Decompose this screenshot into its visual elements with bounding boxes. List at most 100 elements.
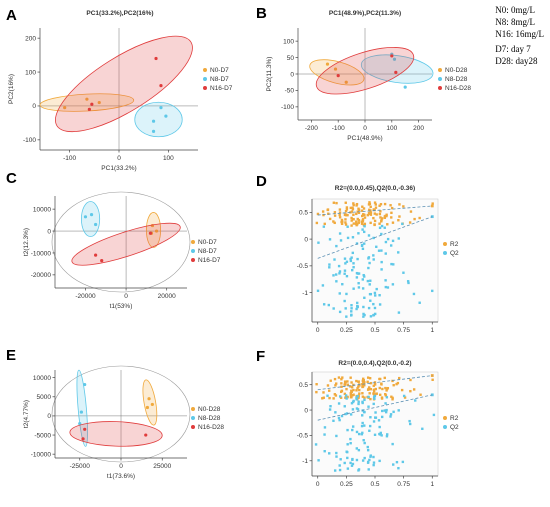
permutation-point <box>349 413 353 416</box>
permutation-point <box>374 294 377 297</box>
data-point <box>144 433 148 437</box>
permutation-point <box>357 402 360 406</box>
permutation-point <box>333 211 337 214</box>
legend-label: N8-D28 <box>445 76 468 83</box>
permutation-point <box>338 208 342 211</box>
confidence-ellipse <box>360 54 434 84</box>
permutation-point <box>340 414 344 418</box>
permutation-point <box>346 428 349 432</box>
permutation-point <box>351 408 355 411</box>
y-tick-label: -100 <box>23 137 36 144</box>
permutation-point <box>368 392 371 395</box>
y-tick-label: -20000 <box>31 272 52 279</box>
permutation-point <box>377 249 381 252</box>
data-point <box>151 119 156 123</box>
data-point <box>336 74 340 78</box>
y-tick-label: -50 <box>285 88 295 95</box>
confidence-ellipse <box>134 101 183 138</box>
permutation-point <box>372 420 376 423</box>
y-tick-label: 100 <box>25 69 36 76</box>
y-tick-label: 0 <box>304 407 308 414</box>
permutation-point <box>343 269 347 272</box>
permutation-point <box>358 388 361 392</box>
permutation-point <box>338 395 342 398</box>
x-tick-label: 20000 <box>158 293 176 300</box>
permutation-point <box>332 307 335 310</box>
permutation-point <box>368 386 371 389</box>
permutation-point <box>322 225 326 228</box>
permutation-point <box>385 408 388 412</box>
permutation-point <box>349 461 352 465</box>
y-tick-label: 200 <box>25 35 36 42</box>
permutation-point <box>355 396 358 399</box>
permutation-point <box>333 377 337 381</box>
abbreviation-note: N0: 0mg/L N8: 8mg/L N16: 16mg/L D7: day … <box>495 4 544 67</box>
legend-label: N8-D7 <box>210 76 229 83</box>
permutation-point <box>363 213 366 217</box>
permutation-point <box>327 212 330 215</box>
permutation-point <box>369 209 372 212</box>
permutation-point <box>357 448 361 452</box>
data-point <box>147 397 151 401</box>
permutation-point <box>345 206 349 209</box>
x-axis-label: PC1(48.9%) <box>347 135 382 142</box>
permutation-point <box>373 201 377 204</box>
x-tick-label: 0.75 <box>397 481 410 488</box>
permutation-point <box>344 412 347 416</box>
legend-marker <box>443 242 447 246</box>
y-tick-label: -10000 <box>31 250 52 257</box>
permutation-point <box>344 218 347 221</box>
permutation-point <box>333 214 337 217</box>
permutation-point <box>349 257 352 261</box>
data-point <box>151 129 156 133</box>
y-axis-label: PC2(16%) <box>8 74 15 104</box>
permutation-point <box>344 396 347 399</box>
permutation-point <box>346 456 349 460</box>
permutation-point <box>316 212 320 216</box>
permutation-point <box>408 419 411 423</box>
trend-line <box>317 205 433 216</box>
permutation-point <box>390 211 393 215</box>
data-point <box>100 259 104 263</box>
permutation-point <box>352 393 355 396</box>
legend-label: N16-D7 <box>198 257 221 264</box>
series-n0-d7 <box>145 212 161 248</box>
permutation-point <box>356 387 359 390</box>
data-point <box>83 215 88 219</box>
permutation-point <box>363 441 366 445</box>
permutation-point <box>344 307 347 310</box>
permutation-point <box>335 434 338 438</box>
legend-marker <box>191 416 195 420</box>
permutation-point <box>366 445 369 449</box>
legend-marker <box>438 86 442 90</box>
legend-marker <box>203 68 207 72</box>
permutation-point <box>333 393 337 396</box>
permutation-point <box>338 211 342 214</box>
permutation-point <box>418 301 421 304</box>
trend-line <box>317 375 433 391</box>
permutation-point <box>339 458 342 461</box>
data-point <box>392 57 397 61</box>
permutation-point <box>375 392 378 395</box>
data-point <box>78 421 82 426</box>
x-axis-label: t1(73.6%) <box>107 473 135 480</box>
confidence-ellipse <box>69 421 163 447</box>
permutation-point <box>418 216 421 220</box>
x-tick-label: 25000 <box>153 463 171 470</box>
permutation-point <box>414 399 417 402</box>
x-tick-label: 1 <box>430 481 434 488</box>
permutation-point <box>391 283 395 286</box>
permutation-point <box>395 382 398 386</box>
permutation-point <box>346 236 350 240</box>
permutation-point <box>361 220 365 223</box>
permutation-point <box>345 208 349 211</box>
permutation-point <box>360 243 364 247</box>
permutation-point <box>350 216 353 220</box>
data-point <box>83 427 87 431</box>
permutation-point <box>361 228 364 231</box>
permutation-point <box>355 212 358 216</box>
permutation-point <box>374 387 377 391</box>
